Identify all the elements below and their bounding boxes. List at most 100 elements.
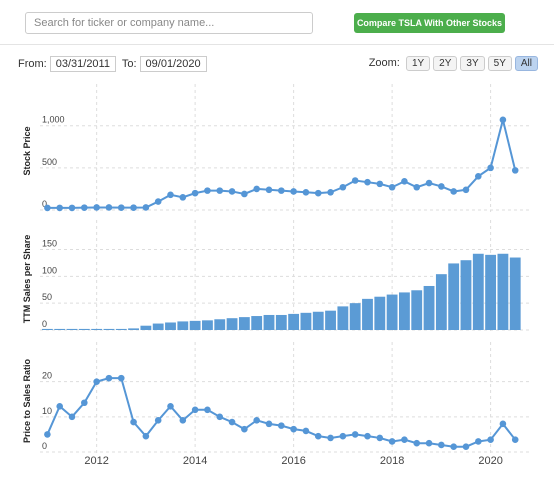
y-axis-label: Stock Price [22, 126, 32, 175]
point [462, 443, 470, 451]
bar [214, 319, 226, 330]
zoom-button[interactable]: 2Y [433, 56, 458, 71]
point [314, 432, 322, 440]
bar [165, 322, 176, 330]
point [93, 204, 100, 211]
bar [374, 296, 386, 330]
bar [312, 311, 324, 330]
bar [189, 320, 201, 330]
point [339, 432, 347, 440]
point [302, 189, 310, 196]
point [44, 431, 51, 438]
point [81, 399, 88, 407]
y-tick-label: 0 [42, 441, 47, 451]
point [179, 417, 187, 424]
zoom-button[interactable]: 1Y [405, 56, 431, 71]
point [474, 438, 482, 445]
bar [226, 318, 238, 330]
bar [41, 328, 53, 330]
point [388, 183, 396, 191]
to-input[interactable]: 09/01/2020 [139, 56, 207, 72]
bar [263, 314, 275, 330]
point [290, 425, 297, 433]
point [265, 420, 273, 428]
point [401, 178, 408, 185]
y-tick-label: 150 [42, 238, 57, 248]
bar [202, 320, 213, 330]
bar [435, 274, 447, 330]
bar [115, 328, 127, 330]
point [228, 188, 236, 195]
y-tick-label: 10 [42, 406, 52, 416]
point [105, 374, 113, 382]
line [46, 377, 517, 448]
y-tick-label: 100 [42, 265, 57, 275]
point [105, 204, 113, 211]
from-label: From: [18, 58, 47, 70]
point [241, 425, 248, 433]
date-range: From: 03/31/2011 To: 09/01/2020 [18, 56, 210, 72]
y-tick-label: 0 [42, 199, 47, 209]
point [142, 204, 150, 211]
bar [349, 303, 361, 330]
bar [152, 323, 164, 330]
search-box[interactable]: Search for ticker or company name... [25, 12, 313, 34]
point [388, 438, 396, 445]
point [44, 204, 51, 212]
point [474, 172, 482, 180]
point [81, 204, 88, 211]
point [413, 183, 421, 191]
point [364, 178, 371, 186]
point [425, 439, 433, 447]
point [376, 434, 384, 442]
bar [411, 290, 423, 330]
point [68, 413, 76, 421]
y-tick-label: 20 [42, 371, 52, 381]
point [216, 413, 224, 421]
bar [128, 328, 139, 330]
point [204, 406, 211, 414]
point [191, 406, 199, 414]
y-tick-label: 1,000 [42, 115, 65, 125]
point [511, 436, 519, 443]
zoom-button[interactable]: 3Y [460, 56, 485, 71]
bar [275, 314, 287, 330]
x-tick-label: 2020 [478, 455, 502, 467]
point [117, 374, 125, 382]
zoom-label: Zoom: [368, 57, 400, 69]
to-label: To: [121, 58, 137, 70]
zoom-button[interactable]: All [514, 56, 538, 71]
point [290, 188, 297, 195]
point [142, 432, 150, 440]
compare-button[interactable]: Compare TSLA With Other Stocks [354, 13, 505, 33]
point [413, 439, 421, 447]
point [511, 167, 519, 174]
bar [288, 313, 300, 330]
point [462, 186, 470, 194]
point [364, 432, 371, 440]
point [376, 180, 384, 188]
point [487, 164, 494, 172]
bar [423, 285, 435, 330]
x-tick-label: 2014 [183, 455, 207, 467]
from-input[interactable]: 03/31/2011 [49, 56, 116, 72]
y-tick-label: 0 [42, 319, 47, 329]
point [253, 185, 260, 193]
bar [448, 263, 460, 330]
bar [78, 328, 90, 330]
bar [140, 325, 152, 330]
point [56, 204, 63, 212]
x-tick-label: 2018 [380, 455, 404, 467]
point [278, 422, 285, 429]
point [425, 179, 433, 187]
bar [54, 328, 66, 330]
bar [91, 328, 103, 330]
y-tick-label: 500 [42, 157, 57, 167]
point [450, 188, 457, 195]
point [228, 418, 236, 426]
point [191, 189, 199, 197]
zoom-button[interactable]: 5Y [487, 56, 512, 71]
point [253, 417, 260, 424]
point [339, 183, 347, 191]
